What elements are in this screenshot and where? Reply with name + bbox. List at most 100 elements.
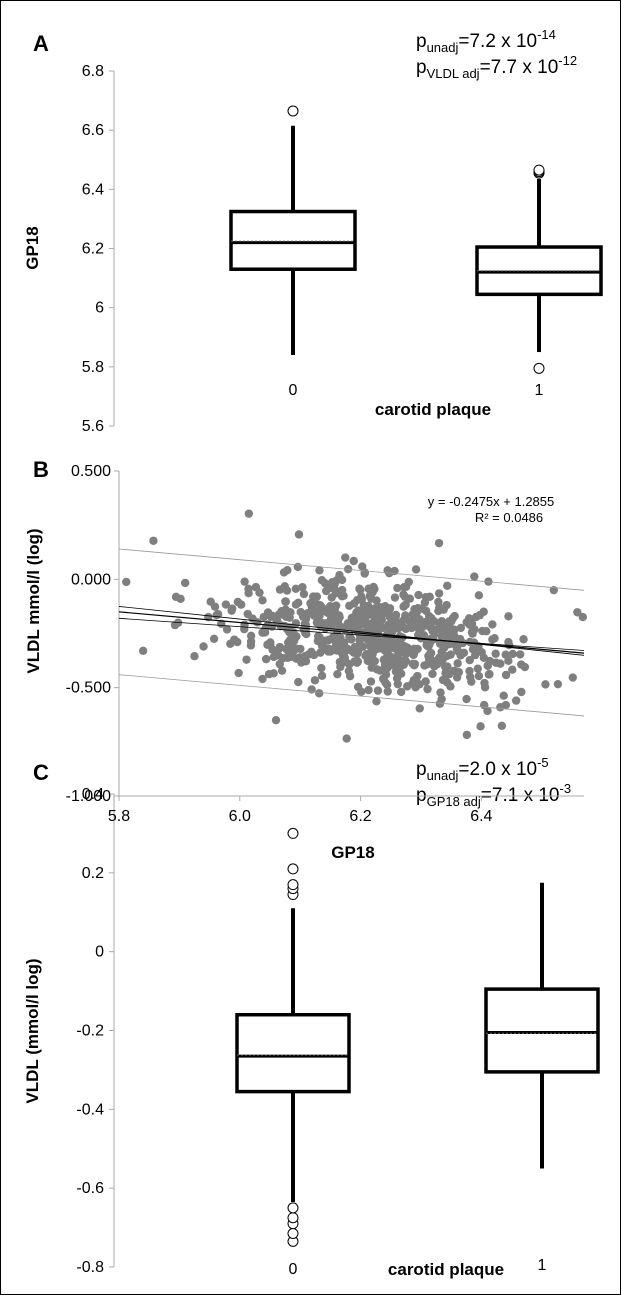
y-axis-title: VLDL mmol/l (log)	[24, 528, 43, 673]
scatter-point	[180, 578, 190, 588]
scatter-point	[233, 597, 243, 607]
scatter-point	[317, 671, 327, 680]
scatter-point	[470, 572, 479, 581]
scatter-point	[310, 676, 320, 685]
scatter-point	[298, 612, 308, 621]
panel-letter: A	[33, 31, 49, 56]
scatter-point	[497, 721, 507, 730]
p-value-annotation: punadj=7.2 x 10-14	[416, 27, 556, 55]
y-tick-label: 6.2	[82, 241, 104, 258]
confidence-band-line	[118, 606, 585, 656]
scatter-point	[519, 635, 528, 644]
scatter-point	[240, 577, 249, 586]
scatter-point	[199, 642, 208, 651]
scatter-point	[421, 617, 431, 627]
scatter-point	[441, 676, 450, 686]
scatter-point	[434, 597, 443, 607]
scatter-point	[353, 595, 362, 605]
outlier-point	[533, 164, 545, 176]
y-tick-label: -0.8	[76, 1259, 104, 1276]
scatter-point	[402, 644, 411, 653]
outlier-point	[533, 362, 545, 374]
scatter-point	[271, 715, 281, 725]
scatter-point	[234, 668, 243, 678]
scatter-point	[520, 662, 530, 672]
scatter-point	[190, 651, 199, 661]
scatter-point	[390, 655, 400, 665]
prediction-band-line	[118, 674, 585, 717]
scatter-point	[423, 684, 432, 694]
scatter-point	[335, 657, 345, 667]
panel-letter: C	[33, 760, 49, 785]
scatter-point	[453, 646, 463, 656]
y-tick-label: 6.8	[82, 63, 104, 80]
scatter-point	[446, 650, 455, 659]
scatter-point	[476, 722, 485, 731]
scatter-point	[405, 594, 415, 603]
p-value-annotation: pVLDL adj=7.7 x 10-12	[416, 53, 577, 81]
scatter-point	[322, 607, 332, 617]
scatter-point	[301, 651, 310, 661]
scatter-point	[374, 608, 383, 617]
scatter-point	[474, 591, 484, 600]
scatter-point	[398, 622, 407, 631]
scatter-point	[391, 613, 400, 622]
x-tick-label: 6.4	[470, 808, 492, 825]
scatter-point	[393, 583, 402, 593]
y-tick-label: 6.6	[82, 122, 104, 139]
scatter-point	[298, 582, 307, 592]
scatter-point	[279, 568, 289, 577]
y-tick-label: -0.4	[76, 1101, 104, 1118]
scatter-point	[317, 663, 326, 673]
scatter-point	[296, 644, 305, 654]
scatter-point	[447, 616, 456, 626]
scatter-point	[373, 686, 383, 695]
scatter-point	[240, 624, 249, 634]
scatter-point	[383, 687, 392, 696]
scatter-point	[330, 605, 339, 614]
scatter-point	[331, 641, 341, 651]
scatter-point	[415, 704, 424, 713]
y-tick-label: -0.6	[76, 1180, 104, 1197]
scatter-point	[149, 536, 158, 545]
scatter-point	[344, 666, 354, 676]
scatter-point	[474, 671, 484, 681]
scatter-point	[339, 638, 349, 647]
scatter-point	[358, 642, 368, 651]
scatter-point	[367, 594, 376, 603]
y-tick-label: 0.500	[71, 463, 111, 480]
scatter-point	[399, 582, 409, 592]
scatter-point	[407, 623, 416, 633]
scatter-point	[361, 607, 371, 616]
scatter-point	[337, 575, 347, 585]
scatter-point	[452, 673, 462, 682]
scatter-point	[508, 665, 517, 674]
scatter-point	[356, 585, 365, 595]
box	[229, 209, 357, 271]
scatter-point	[342, 734, 351, 743]
scatter-point	[266, 640, 275, 649]
scatter-point	[324, 647, 333, 656]
scatter-point	[314, 689, 324, 698]
scatter-point	[345, 660, 354, 669]
scatter-point	[242, 655, 251, 664]
scatter-point	[374, 614, 384, 623]
scatter-point	[473, 664, 482, 673]
outlier-point	[287, 827, 299, 839]
scatter-point	[436, 656, 446, 665]
scatter-point	[317, 641, 327, 651]
scatter-point	[439, 630, 448, 639]
scatter-point	[439, 605, 448, 614]
scatter-point	[380, 606, 390, 616]
scatter-point	[399, 590, 408, 599]
scatter-point	[475, 610, 485, 620]
scatter-point	[327, 593, 336, 602]
scatter-point	[284, 608, 293, 617]
scatter-point	[401, 600, 410, 610]
scatter-point	[541, 680, 550, 689]
scatter-point	[269, 669, 278, 678]
scatter-point	[488, 635, 497, 644]
scatter-point	[293, 562, 303, 572]
y-tick-label: 6.4	[82, 181, 104, 198]
category-label: 1	[535, 382, 544, 399]
